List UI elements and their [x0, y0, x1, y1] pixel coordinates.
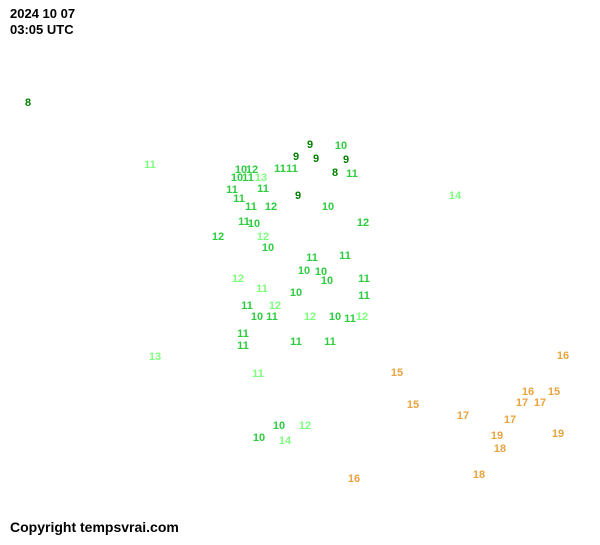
copyright-footer: Copyright tempsvrai.com [10, 519, 179, 535]
data-point: 12 [299, 420, 311, 432]
data-point: 13 [149, 351, 161, 363]
data-point: 12 [357, 217, 369, 229]
data-point: 11 [274, 163, 286, 175]
data-point: 11 [339, 250, 351, 262]
data-point: 12 [232, 273, 244, 285]
data-point: 10 [253, 432, 265, 444]
data-point: 9 [343, 154, 349, 166]
data-point: 11 [245, 201, 257, 213]
data-point: 11 [290, 336, 302, 348]
data-point: 17 [516, 397, 528, 409]
data-point: 10 [322, 201, 334, 213]
data-point: 11 [344, 313, 356, 325]
data-point: 16 [557, 350, 569, 362]
data-point: 12 [304, 311, 316, 323]
time-text: 03:05 UTC [10, 22, 74, 37]
data-point: 10 [290, 287, 302, 299]
data-point: 19 [491, 430, 503, 442]
data-point: 15 [548, 386, 560, 398]
data-point: 11 [242, 172, 254, 184]
data-point: 11 [266, 311, 278, 323]
data-point: 9 [293, 151, 299, 163]
data-point: 18 [494, 443, 506, 455]
data-point: 18 [473, 469, 485, 481]
data-point: 8 [332, 167, 338, 179]
data-point: 10 [273, 420, 285, 432]
data-point: 10 [321, 275, 333, 287]
data-point: 14 [279, 435, 291, 447]
data-point: 10 [298, 265, 310, 277]
copyright-text: Copyright tempsvrai.com [10, 519, 179, 535]
data-point: 10 [251, 311, 263, 323]
data-point: 12 [356, 311, 368, 323]
data-point: 10 [248, 218, 260, 230]
data-point: 9 [295, 190, 301, 202]
data-point: 11 [233, 193, 245, 205]
date-text: 2024 10 07 [10, 6, 75, 21]
data-point: 11 [346, 168, 358, 180]
data-point: 9 [307, 139, 313, 151]
data-point: 8 [25, 97, 31, 109]
data-point: 11 [237, 328, 249, 340]
data-point: 17 [534, 397, 546, 409]
data-point: 9 [313, 153, 319, 165]
data-point: 12 [265, 201, 277, 213]
data-point: 19 [552, 428, 564, 440]
data-point: 10 [329, 311, 341, 323]
data-point: 11 [237, 340, 249, 352]
data-point: 17 [457, 410, 469, 422]
data-point: 11 [358, 290, 370, 302]
data-point: 14 [449, 190, 461, 202]
data-point: 10 [335, 140, 347, 152]
data-point: 17 [504, 414, 516, 426]
data-point: 11 [286, 163, 298, 175]
timestamp-header: 2024 10 07 03:05 UTC [10, 6, 75, 37]
data-point: 15 [391, 367, 403, 379]
map-canvas: 2024 10 07 03:05 UTC 8119991091012111181… [0, 0, 600, 545]
data-point: 11 [252, 368, 264, 380]
data-point: 10 [262, 242, 274, 254]
data-point: 12 [212, 231, 224, 243]
data-point: 15 [407, 399, 419, 411]
data-point: 11 [306, 252, 318, 264]
data-point: 11 [256, 283, 268, 295]
data-point: 11 [324, 336, 336, 348]
data-point: 11 [358, 273, 370, 285]
data-point: 11 [257, 183, 269, 195]
data-point: 11 [144, 159, 156, 171]
data-point: 16 [348, 473, 360, 485]
